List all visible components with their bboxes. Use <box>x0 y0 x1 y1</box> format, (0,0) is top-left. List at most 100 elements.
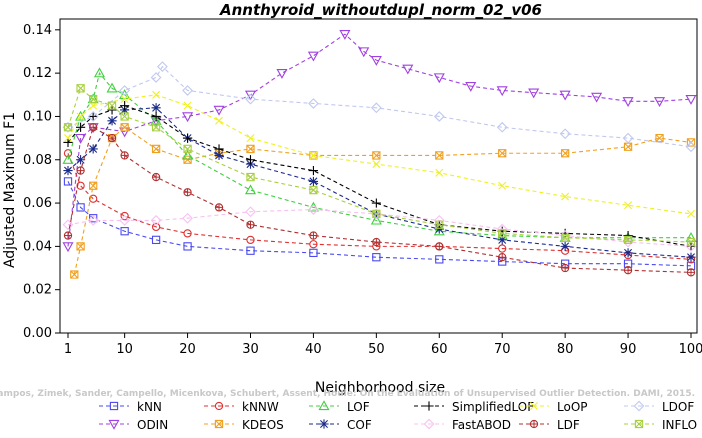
data-point-ldf-cross <box>76 166 85 175</box>
data-point-odin <box>465 81 477 92</box>
legend-label-lof: LOF <box>347 400 370 414</box>
data-point-fastabod <box>308 204 319 215</box>
data-point-ldf-cross <box>687 268 695 276</box>
series-kdeos <box>70 123 696 279</box>
y-tick-label: 0.10 <box>23 109 52 124</box>
legend-label-ldof: LDOF <box>662 400 694 414</box>
legend-marker-knnw <box>214 401 224 411</box>
series-line-knnw <box>67 153 692 260</box>
data-point-loop <box>372 160 381 169</box>
series-ldf <box>63 123 696 277</box>
data-point-odin <box>276 68 288 79</box>
data-point-odin <box>244 90 257 101</box>
legend-item-simplifiedlof: SimplifiedLOF <box>414 400 534 414</box>
data-point-ldof <box>685 141 697 153</box>
x-tick-label: 1 <box>64 342 72 357</box>
x-tick-label: 50 <box>368 342 385 357</box>
data-point-inflo <box>63 123 73 132</box>
data-point-cof <box>623 248 633 258</box>
series-line-cof <box>67 107 692 258</box>
data-point-cof <box>75 155 86 165</box>
data-point-simplifiedlof <box>371 198 381 208</box>
data-point-cof <box>63 165 73 176</box>
y-tick-label: 0.08 <box>23 153 52 168</box>
data-point-loop <box>498 181 507 190</box>
data-point-simplifiedlof <box>623 230 633 241</box>
x-tick-label: 40 <box>305 342 322 357</box>
series-line-odin <box>67 33 692 247</box>
data-point-odin <box>622 97 634 108</box>
data-point-ldof <box>433 111 445 122</box>
data-point-simplifiedlof <box>245 155 256 165</box>
data-point-lof <box>93 67 106 78</box>
legend-label-cof: COF <box>347 418 372 432</box>
data-point-knn <box>151 235 161 245</box>
data-point-simplifiedlof <box>308 165 319 176</box>
data-point-ldf-cross <box>64 231 72 240</box>
data-point-inflo <box>686 237 696 247</box>
data-point-ldf-cross <box>108 134 116 142</box>
legend-label-simplifiedlof: SimplifiedLOF <box>452 400 534 414</box>
data-point-knnw <box>246 235 255 245</box>
y-tick-label: 0.04 <box>23 239 52 254</box>
data-point-loop <box>120 95 129 104</box>
data-point-inflo <box>623 235 633 245</box>
legend-marker-loop <box>530 402 538 410</box>
legend-marker-cof <box>319 419 329 429</box>
x-tick-label: 60 <box>431 342 448 357</box>
data-point-kdeos <box>498 149 507 158</box>
legend-marker-simplifiedlof <box>424 401 434 411</box>
data-point-ldof <box>87 111 99 122</box>
data-point-fastabod <box>87 215 99 226</box>
x-tick-label: 90 <box>620 342 637 357</box>
data-point-odin <box>685 94 697 105</box>
data-point-odin <box>370 55 382 66</box>
y-axis-label: Adjusted Maximum F1 <box>2 112 18 268</box>
data-point-loop <box>561 192 570 201</box>
data-point-odin <box>213 105 225 116</box>
data-point-kdeos <box>151 144 161 154</box>
y-tick-label: 0.02 <box>23 283 52 298</box>
legend-label-knn: kNN <box>137 400 162 414</box>
data-point-cof <box>151 103 161 113</box>
data-point-cof <box>88 144 98 154</box>
data-point-kdeos <box>435 151 444 160</box>
data-point-knnw <box>63 149 73 158</box>
data-point-knnw <box>89 194 98 203</box>
legend-item-knn: kNN <box>99 400 162 414</box>
data-point-odin <box>339 30 351 40</box>
data-point-simplifiedlof <box>120 101 130 111</box>
legend-marker-kdeos <box>214 419 224 429</box>
data-point-fastabod <box>150 215 162 226</box>
legend-marker-lof <box>318 400 330 411</box>
data-point-inflo <box>120 112 129 121</box>
data-point-ldof <box>622 132 634 144</box>
legend-label-ldf: LDF <box>557 418 580 432</box>
data-point-knnw <box>309 240 318 249</box>
data-point-kdeos <box>372 151 381 160</box>
data-point-cof <box>560 241 570 251</box>
data-point-kdeos <box>70 270 79 279</box>
series-cof <box>63 103 696 262</box>
data-point-simplifiedlof <box>63 137 73 148</box>
legend-item-inflo: INFLO <box>624 418 697 432</box>
data-point-loop <box>624 201 633 210</box>
data-point-inflo <box>435 220 444 229</box>
data-point-odin <box>653 97 666 108</box>
data-point-ldof <box>182 85 193 96</box>
legend-label-loop: LoOP <box>557 400 588 414</box>
data-point-ldof <box>496 121 508 133</box>
data-point-odin <box>433 73 445 84</box>
data-point-lof <box>370 214 382 225</box>
data-point-odin <box>62 242 74 253</box>
data-point-kdeos <box>655 133 664 143</box>
data-point-ldof <box>119 85 131 96</box>
data-point-inflo <box>107 101 117 110</box>
data-point-inflo <box>151 123 161 132</box>
legend: kNN ODIN kNNW KDEOS LOF COF SimplifiedLOF FastA… <box>99 400 697 432</box>
data-point-loop <box>309 151 318 160</box>
series-loop <box>64 90 695 218</box>
series-line-lof <box>67 71 691 239</box>
x-tick-label: 80 <box>557 342 574 357</box>
